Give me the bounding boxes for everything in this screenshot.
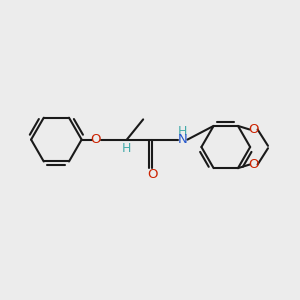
Text: N: N xyxy=(178,133,188,146)
Text: H: H xyxy=(178,125,188,138)
Text: O: O xyxy=(147,168,158,181)
Text: H: H xyxy=(122,142,131,155)
Text: O: O xyxy=(248,123,259,136)
Text: O: O xyxy=(248,158,259,171)
Text: O: O xyxy=(91,133,101,146)
